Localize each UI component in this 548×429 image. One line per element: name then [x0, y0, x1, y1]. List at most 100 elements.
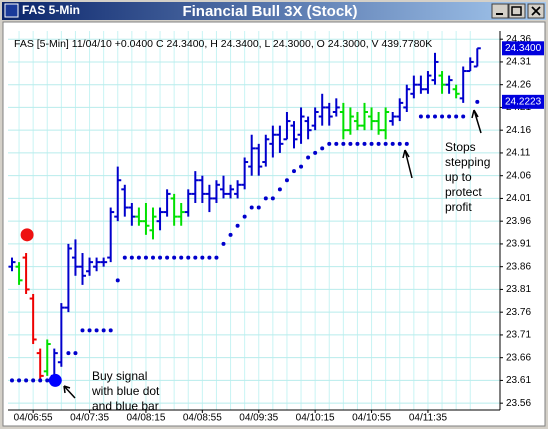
stop-dot — [376, 141, 381, 146]
annotation: Stops — [445, 140, 476, 154]
stop-dot — [277, 187, 282, 192]
stop-dot — [38, 378, 43, 383]
stop-dot — [355, 141, 360, 146]
close-icon — [531, 6, 541, 16]
y-tick-label: 23.81 — [506, 284, 531, 295]
stop-dot — [404, 141, 409, 146]
minimize-button[interactable] — [491, 3, 509, 19]
stop-dot — [151, 255, 155, 260]
price-label: 24.2223 — [505, 96, 542, 107]
stop-dot — [143, 255, 148, 260]
x-tick-label: 04/07:35 — [70, 413, 109, 424]
stop-dot — [249, 205, 254, 210]
stop-dot — [256, 205, 261, 210]
stop-dot — [292, 169, 296, 174]
stop-dot — [158, 255, 163, 260]
stop-dot — [214, 255, 219, 260]
stop-dot — [228, 232, 233, 237]
stop-dot — [383, 141, 388, 146]
y-tick-label: 24.16 — [506, 125, 531, 136]
price-label: 24.3400 — [505, 43, 542, 54]
stop-dot — [80, 328, 85, 333]
stop-dot — [94, 328, 99, 333]
stop-dot — [207, 255, 212, 260]
window-title: FAS 5-Min — [22, 3, 80, 17]
y-tick-label: 23.76 — [506, 307, 531, 318]
stop-dot — [306, 155, 311, 160]
stop-dot — [122, 255, 127, 260]
stop-dot — [101, 328, 106, 333]
x-tick-label: 04/11:35 — [409, 413, 448, 424]
stop-dot — [284, 178, 289, 183]
stop-dot — [440, 114, 445, 119]
stop-dot — [348, 141, 353, 146]
stop-dot — [235, 223, 240, 228]
title-bar — [2, 2, 546, 20]
y-tick-label: 24.31 — [506, 57, 531, 68]
y-tick-label: 23.96 — [506, 216, 531, 227]
stop-dot — [129, 255, 134, 260]
stop-dot — [221, 241, 226, 246]
stop-dot — [390, 141, 395, 146]
stop-dot — [165, 255, 170, 260]
x-tick-label: 04/08:55 — [183, 413, 222, 424]
stop-dot — [172, 255, 177, 260]
y-tick-label: 23.86 — [506, 261, 531, 272]
stop-dot — [179, 255, 184, 260]
stop-dot — [136, 255, 141, 260]
stop-dot — [299, 164, 304, 169]
stop-dot — [66, 351, 71, 356]
stop-dot — [433, 114, 437, 119]
stop-dot — [270, 196, 275, 201]
stop-dot — [425, 114, 430, 119]
stop-dot — [341, 141, 346, 146]
stop-dot — [397, 141, 402, 146]
y-tick-label: 23.56 — [506, 398, 531, 409]
info-line: FAS [5-Min] 11/04/10 +0.0400 C 24.3400, … — [14, 38, 432, 50]
y-tick-label: 24.01 — [506, 193, 531, 204]
stop-dot — [73, 351, 78, 356]
stop-dot — [362, 141, 367, 146]
annotation: and blue bar — [92, 399, 159, 413]
stop-dot — [10, 378, 14, 383]
arrow — [402, 149, 413, 179]
window-buttons — [491, 3, 545, 19]
signal-dot — [20, 228, 34, 242]
x-tick-label: 04/09:35 — [239, 413, 278, 424]
price-label-box — [502, 94, 544, 109]
stop-dot — [475, 99, 480, 104]
annotation: up to — [445, 170, 472, 184]
arrow — [63, 385, 76, 399]
stop-dot — [108, 328, 113, 333]
x-tick-label: 04/10:55 — [352, 413, 391, 424]
x-tick-label: 04/08:15 — [126, 413, 165, 424]
annotation: with blue dot — [91, 384, 160, 398]
stop-dot — [17, 378, 22, 383]
stop-dot — [263, 196, 268, 201]
x-tick-label: 04/06:55 — [14, 413, 53, 424]
stop-dot — [242, 214, 247, 219]
stop-dot — [193, 255, 198, 260]
stop-dot — [87, 328, 92, 333]
y-tick-label: 24.11 — [506, 148, 531, 159]
maximize-icon — [511, 6, 522, 16]
y-tick-label: 23.66 — [506, 352, 531, 363]
stop-dot — [313, 150, 318, 155]
signal-dot — [48, 373, 62, 387]
stop-dot — [454, 114, 459, 119]
price-label-box — [502, 41, 544, 56]
stop-dot — [447, 114, 452, 119]
annotation: Buy signal — [92, 369, 147, 383]
stop-dot — [418, 114, 423, 119]
stop-dot — [45, 378, 50, 383]
y-tick-label: 24.06 — [506, 170, 531, 181]
stop-dot — [334, 141, 339, 146]
stop-dot — [327, 141, 332, 146]
stop-dot — [320, 146, 325, 151]
stop-dot — [186, 255, 191, 260]
chart-title: Financial Bull 3X (Stock) — [182, 3, 357, 20]
stop-dot — [461, 114, 466, 119]
x-tick-label: 04/10:15 — [296, 413, 335, 424]
stop-dot — [200, 255, 205, 260]
